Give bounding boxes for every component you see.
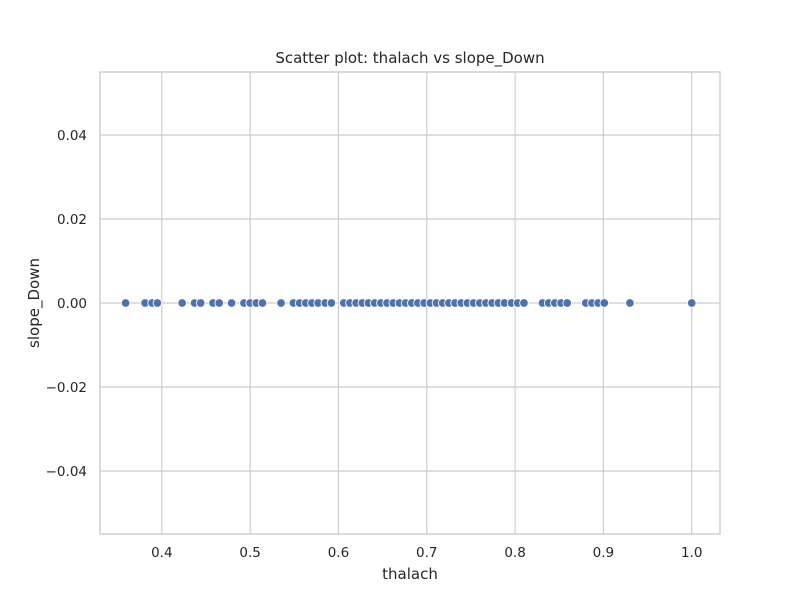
y-tick-label: 0.02	[57, 212, 87, 228]
data-point	[562, 298, 572, 308]
y-tick-label: 0.04	[57, 128, 87, 144]
data-point	[177, 298, 187, 308]
data-points	[120, 298, 697, 308]
x-tick-labels: 0.4 0.5 0.6 0.7 0.8 0.9 1.0	[151, 545, 702, 561]
data-point	[625, 298, 635, 308]
chart-title: Scatter plot: thalach vs slope_Down	[275, 49, 544, 68]
x-axis-label: thalach	[382, 565, 438, 583]
data-point	[686, 298, 697, 308]
data-point	[599, 298, 610, 308]
x-tick-label: 0.7	[416, 545, 437, 561]
data-point	[152, 298, 163, 308]
data-point	[276, 298, 286, 308]
data-point	[195, 298, 206, 308]
x-tick-label: 0.5	[239, 545, 260, 561]
x-tick-label: 0.9	[593, 545, 614, 561]
y-axis-label: slope_Down	[25, 258, 44, 348]
x-tick-label: 0.6	[328, 545, 349, 561]
data-point	[120, 298, 131, 308]
y-tick-labels: 0.04 0.02 0.00 −0.02 −0.04	[46, 128, 87, 480]
data-point	[257, 298, 268, 308]
data-point	[226, 298, 237, 308]
data-point	[519, 298, 529, 308]
data-point	[326, 298, 337, 308]
x-tick-label: 0.4	[151, 545, 172, 561]
x-tick-label: 0.8	[504, 545, 525, 561]
y-tick-label: −0.04	[46, 464, 87, 480]
y-tick-label: 0.00	[57, 296, 87, 312]
x-tick-label: 1.0	[681, 545, 702, 561]
y-tick-label: −0.02	[46, 380, 87, 396]
plot-area-frame	[99, 71, 721, 535]
data-point	[214, 298, 224, 308]
